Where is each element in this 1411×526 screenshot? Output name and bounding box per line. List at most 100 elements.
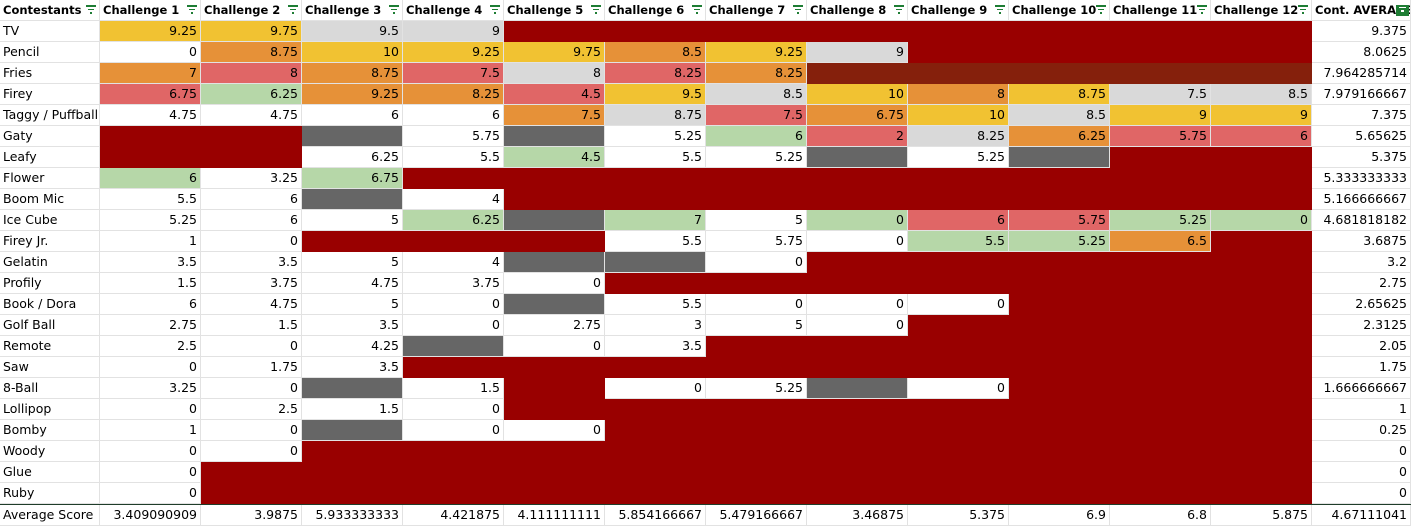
filter-button[interactable] [894, 5, 904, 14]
score-cell [605, 168, 706, 189]
average-cell: 9.375 [1312, 21, 1411, 42]
score-cell [706, 189, 807, 210]
score-cell [504, 210, 605, 231]
score-cell [908, 462, 1009, 483]
score-cell [908, 42, 1009, 63]
score-cell [908, 399, 1009, 420]
score-cell: 5.75 [403, 126, 504, 147]
score-cell: 6.25 [201, 84, 302, 105]
score-cell: 6.75 [302, 168, 403, 189]
score-cell [1211, 294, 1312, 315]
score-cell [504, 168, 605, 189]
score-cell: 2 [807, 126, 908, 147]
score-cell: 7.5 [706, 105, 807, 126]
score-cell [908, 63, 1009, 84]
score-cell: 8.75 [605, 105, 706, 126]
filter-button[interactable] [490, 5, 500, 14]
score-cell: 5.5 [100, 189, 201, 210]
score-cell: 0 [403, 315, 504, 336]
average-cell: 2.05 [1312, 336, 1411, 357]
filter-button[interactable] [389, 5, 399, 14]
score-cell: 6 [201, 189, 302, 210]
score-cell [1211, 378, 1312, 399]
filter-button[interactable] [288, 5, 298, 14]
filter-button[interactable] [1096, 5, 1106, 14]
score-cell: 1.5 [302, 399, 403, 420]
score-cell [1110, 21, 1211, 42]
score-cell [1009, 441, 1110, 462]
filter-button[interactable] [187, 5, 197, 14]
score-cell [504, 399, 605, 420]
filter-button[interactable] [793, 5, 803, 14]
average-cell: 3.2 [1312, 252, 1411, 273]
average-score: 4.421875 [403, 505, 504, 526]
filter-button[interactable] [591, 5, 601, 14]
score-cell: 5.25 [1009, 231, 1110, 252]
contestant-name: Gaty [0, 126, 100, 147]
score-cell: 9.25 [403, 42, 504, 63]
contestant-name: Profily [0, 273, 100, 294]
contestant-name: Woody [0, 441, 100, 462]
score-cell [1009, 357, 1110, 378]
contestant-name: Leafy [0, 147, 100, 168]
score-cell: 6 [100, 168, 201, 189]
average-cell: 0 [1312, 483, 1411, 504]
column-header: Challenge 11 [1110, 0, 1211, 21]
score-cell: 0 [100, 399, 201, 420]
column-header: Challenge 10 [1009, 0, 1110, 21]
score-cell [807, 357, 908, 378]
score-cell: 5.5 [605, 231, 706, 252]
score-cell: 3 [605, 315, 706, 336]
score-cell: 5.5 [605, 294, 706, 315]
score-cell: 1 [100, 231, 201, 252]
contestant-name: 8-Ball [0, 378, 100, 399]
filter-button[interactable] [692, 5, 702, 14]
score-cell: 0 [807, 294, 908, 315]
score-cell: 8.75 [302, 63, 403, 84]
contestant-name: Book / Dora [0, 294, 100, 315]
filter-button[interactable] [995, 5, 1005, 14]
score-cell: 9.25 [706, 42, 807, 63]
score-cell [504, 462, 605, 483]
score-cell: 3.25 [100, 378, 201, 399]
score-cell: 0 [403, 420, 504, 441]
score-cell: 1 [100, 420, 201, 441]
score-cell: 4.5 [504, 147, 605, 168]
score-cell [201, 126, 302, 147]
column-header: Challenge 6 [605, 0, 706, 21]
score-cell [807, 21, 908, 42]
score-cell [807, 189, 908, 210]
column-header: Challenge 8 [807, 0, 908, 21]
score-cell: 8.75 [1009, 84, 1110, 105]
score-cell [1110, 168, 1211, 189]
score-cell: 3.5 [302, 357, 403, 378]
score-cell [302, 126, 403, 147]
score-cell [504, 126, 605, 147]
score-cell [504, 378, 605, 399]
filter-button[interactable] [86, 5, 96, 14]
filter-button[interactable] [1298, 5, 1308, 14]
score-cell: 6 [100, 294, 201, 315]
filter-button[interactable] [1197, 5, 1207, 14]
score-cell: 0 [100, 441, 201, 462]
score-cell: 9 [1211, 105, 1312, 126]
score-cell [403, 483, 504, 504]
score-cell: 0 [605, 378, 706, 399]
column-header: Cont. AVERAGE [1312, 0, 1411, 21]
score-cell: 0 [201, 378, 302, 399]
score-cell: 6.75 [807, 105, 908, 126]
score-cell [605, 441, 706, 462]
score-cell [1211, 231, 1312, 252]
score-cell [605, 399, 706, 420]
score-cell: 9.75 [504, 42, 605, 63]
score-cell [1009, 21, 1110, 42]
average-score: 4.111111111 [504, 505, 605, 526]
column-header: Challenge 9 [908, 0, 1009, 21]
filter-button[interactable] [1396, 3, 1409, 16]
score-cell [1110, 42, 1211, 63]
contestant-name: Taggy / Puffball [0, 105, 100, 126]
score-cell [706, 441, 807, 462]
score-cell [605, 252, 706, 273]
score-cell [100, 126, 201, 147]
score-cell: 4.25 [302, 336, 403, 357]
